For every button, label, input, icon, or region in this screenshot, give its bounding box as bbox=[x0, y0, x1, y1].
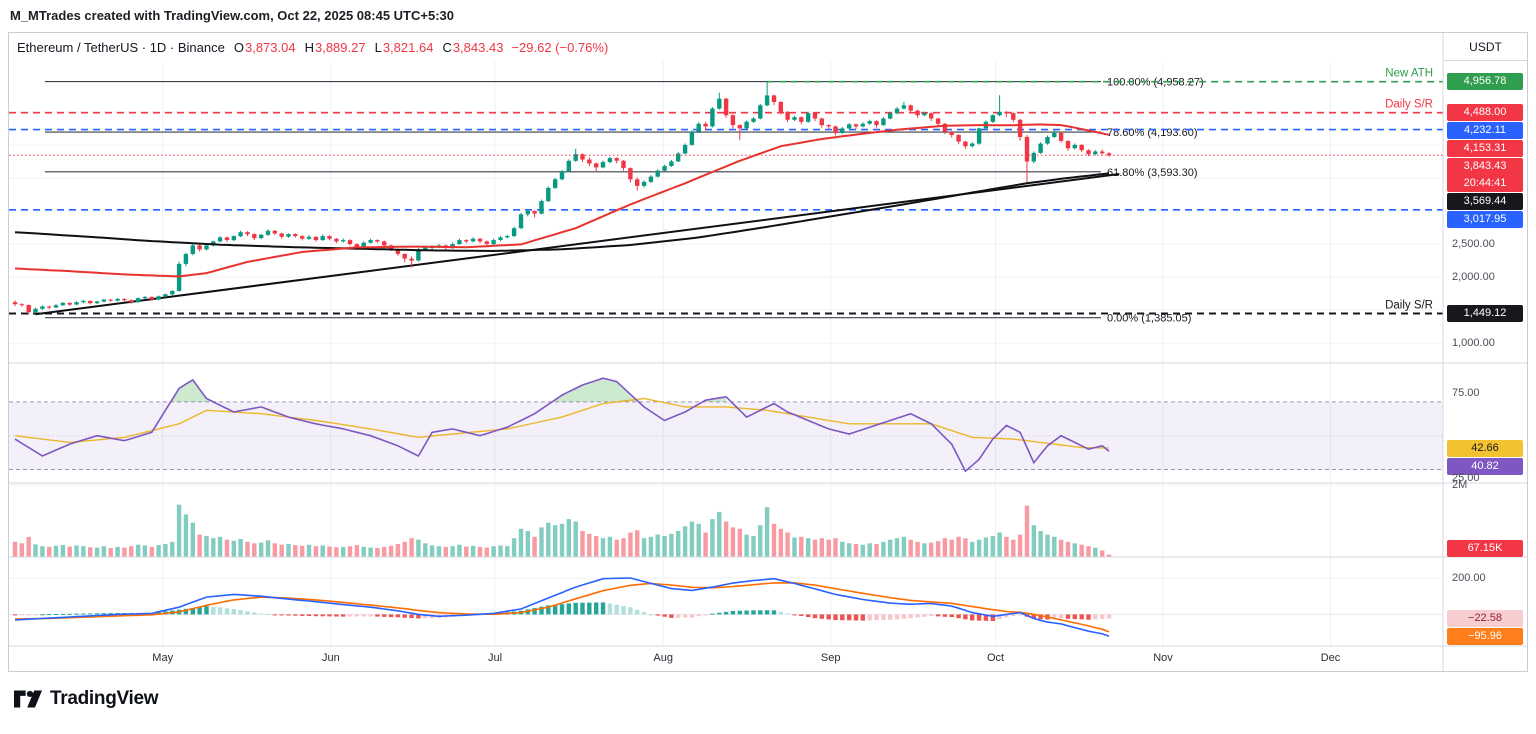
price-badge: 3,843.43 20:44:41 bbox=[1447, 158, 1523, 193]
price-axis-label: 1,000.00 bbox=[1452, 337, 1495, 350]
rsi-axis-label: 75.00 bbox=[1452, 387, 1480, 400]
ohlc-low-label: L bbox=[374, 39, 382, 55]
price-badge: 3,569.44 bbox=[1447, 193, 1523, 211]
svg-text:61.80% (3,593.30): 61.80% (3,593.30) bbox=[1107, 167, 1198, 179]
price-badge: 3,017.95 bbox=[1447, 211, 1523, 229]
time-axis-label: Oct bbox=[986, 652, 1005, 664]
time-axis-label: Nov bbox=[1153, 652, 1173, 664]
ohlc-open-label: O bbox=[233, 39, 244, 55]
time-axis-label: Dec bbox=[1320, 652, 1341, 664]
ohlc-low-value: 3,821.64 bbox=[382, 39, 434, 55]
chart-canvas[interactable]: 100.00% (4,958.27)78.60% (4,193.60)61.80… bbox=[9, 33, 1527, 671]
svg-text:Daily S/R: Daily S/R bbox=[1385, 300, 1433, 312]
svg-text:0.00% (1,385.05): 0.00% (1,385.05) bbox=[1107, 313, 1191, 325]
price-badge: 1,449.12 bbox=[1447, 305, 1523, 322]
macd-axis-label: 200.00 bbox=[1452, 572, 1486, 584]
time-axis-label: May bbox=[152, 652, 174, 664]
ohlc-close-value: 3,843.43 bbox=[452, 39, 504, 55]
price-axis-label: 2,000.00 bbox=[1452, 271, 1495, 284]
svg-text:100.00% (4,958.27): 100.00% (4,958.27) bbox=[1107, 77, 1204, 89]
symbol-title[interactable]: Ethereum / TetherUS · 1D · Binance bbox=[17, 39, 225, 55]
currency-label[interactable]: USDT bbox=[1443, 33, 1528, 61]
attribution-bar: M_MTrades created with TradingView.com, … bbox=[0, 0, 1536, 32]
price-badge: 4,153.31 bbox=[1447, 140, 1523, 158]
time-axis-label: Jul bbox=[487, 652, 503, 664]
rsi-badge: 40.82 bbox=[1447, 457, 1523, 475]
price-axis-label: 2,500.00 bbox=[1452, 238, 1495, 251]
rsi-axis-label: 25.00 bbox=[1452, 471, 1480, 484]
rsi-badge: 42.66 bbox=[1447, 439, 1523, 457]
ohlc-close-label: C bbox=[442, 39, 452, 55]
time-axis-label: Aug bbox=[653, 652, 673, 664]
ohlc-open-value: 3,873.04 bbox=[244, 39, 296, 55]
svg-text:New ATH: New ATH bbox=[1385, 68, 1433, 80]
time-axis[interactable]: May Jun Jul Aug Sep Oct Nov Dec bbox=[9, 646, 1443, 673]
ohlc-high-label: H bbox=[304, 39, 314, 55]
tradingview-logo-icon bbox=[14, 690, 42, 708]
price-badge: 4,488.00 bbox=[1447, 104, 1523, 122]
volume-badge: 67.15K bbox=[1447, 540, 1523, 557]
price-badge: 4,956.78 bbox=[1447, 73, 1523, 91]
ohlc-high-value: 3,889.27 bbox=[314, 39, 366, 55]
macd-badge: −95.96 bbox=[1447, 628, 1523, 646]
attribution-text: M_MTrades created with TradingView.com, … bbox=[10, 8, 454, 23]
chart-legend[interactable]: Ethereum / TetherUS · 1D · Binance O 3,8… bbox=[9, 33, 1429, 61]
time-axis-label: Jun bbox=[322, 652, 340, 664]
price-badge: 4,232.11 bbox=[1447, 122, 1523, 140]
tradingview-logo-text: TradingView bbox=[50, 688, 159, 709]
macd-badge: −22.58 bbox=[1447, 610, 1523, 628]
price-axis[interactable]: 4,956.78 4,488.00 4,232.11 4,153.31 3,843.43… bbox=[1443, 33, 1528, 673]
tradingview-logo[interactable]: TradingView bbox=[14, 688, 159, 710]
svg-text:Daily S/R: Daily S/R bbox=[1385, 99, 1433, 111]
price-change: −29.62 (−0.76%) bbox=[511, 39, 609, 55]
time-axis-label: Sep bbox=[820, 652, 841, 664]
chart-box[interactable]: Ethereum / TetherUS · 1D · Binance O 3,8… bbox=[8, 32, 1528, 672]
volume-axis-label: 2M bbox=[1452, 478, 1468, 491]
